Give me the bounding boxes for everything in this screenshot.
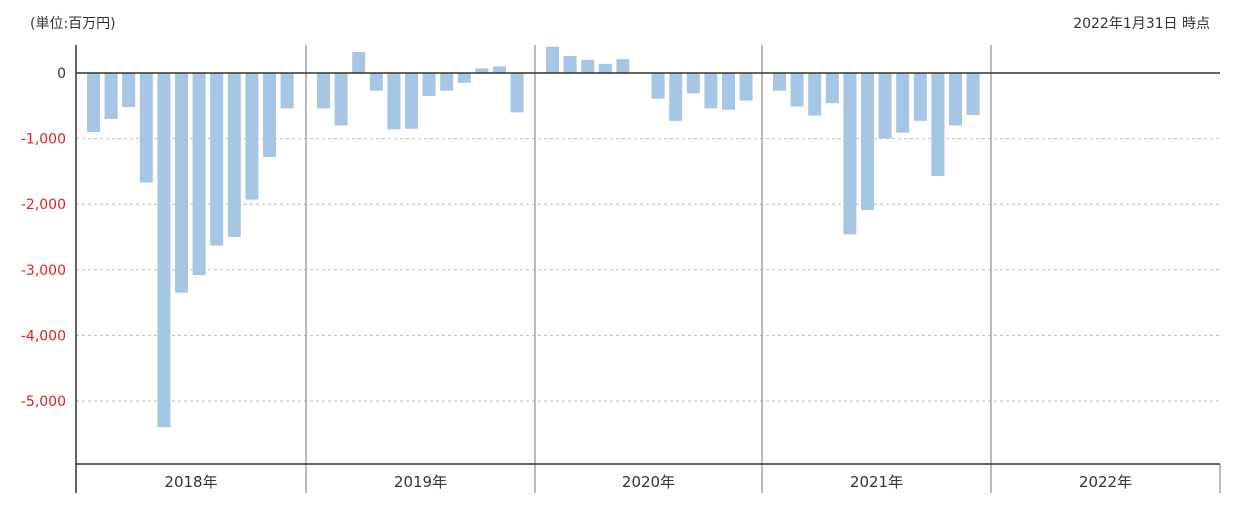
bar (122, 73, 136, 108)
bar (722, 73, 735, 110)
label-layer: 0 -1,000 -2,000 -3,000 -4,000 -5,000 2018年 2019… (21, 66, 1132, 491)
bar (227, 73, 241, 237)
as-of-date: 2022年1月31日 時点 (1073, 16, 1210, 32)
bar (931, 73, 945, 176)
bar (440, 73, 454, 91)
grid-layer (76, 138, 1220, 402)
bar (475, 68, 489, 73)
bar (457, 73, 471, 83)
bar (369, 73, 383, 91)
bar (843, 73, 857, 235)
y-tick-label: -5,000 (21, 394, 66, 410)
y-tick-label: 0 (57, 66, 66, 82)
bar (510, 73, 524, 113)
bar (773, 73, 786, 91)
bar (352, 52, 366, 73)
bar (949, 73, 962, 126)
x-year-label: 2022年 (1079, 473, 1132, 491)
bar-layer (87, 46, 980, 428)
bar (280, 73, 294, 109)
bar (913, 73, 927, 121)
bar (563, 55, 577, 73)
y-tick-label: -2,000 (21, 197, 66, 213)
bar (669, 73, 683, 121)
bar (387, 73, 401, 130)
bar (139, 73, 153, 183)
bar (704, 73, 718, 109)
x-year-label: 2018年 (164, 473, 217, 491)
bar (896, 73, 910, 133)
bar (422, 73, 436, 96)
x-year-label: 2021年 (850, 473, 903, 491)
bar (616, 59, 630, 73)
bar (651, 73, 665, 99)
y-tick-label: -1,000 (21, 132, 66, 148)
bar (790, 73, 804, 107)
bar (210, 73, 224, 246)
bar (861, 73, 874, 211)
bar (825, 73, 839, 104)
bar (598, 63, 612, 73)
y-tick-label: -4,000 (21, 328, 66, 344)
bar (878, 73, 892, 139)
bar (966, 73, 980, 115)
bar (87, 73, 100, 133)
bar (104, 73, 118, 119)
bar (334, 73, 348, 126)
bar (808, 73, 822, 116)
bar (263, 73, 276, 157)
bar (686, 73, 700, 94)
y-tick-label: -3,000 (21, 263, 66, 279)
bar (192, 73, 206, 276)
bar (405, 73, 418, 129)
axis-layer (75, 45, 1221, 493)
x-year-label: 2020年 (622, 473, 675, 491)
bar (739, 73, 753, 101)
bar (317, 73, 330, 109)
bar (157, 73, 171, 428)
bar (546, 46, 559, 73)
bar (493, 66, 506, 73)
bar (245, 73, 259, 200)
bar (581, 59, 595, 73)
bar (175, 73, 188, 293)
x-year-label: 2019年 (394, 473, 447, 491)
unit-label: (単位:百万円) (30, 16, 116, 32)
